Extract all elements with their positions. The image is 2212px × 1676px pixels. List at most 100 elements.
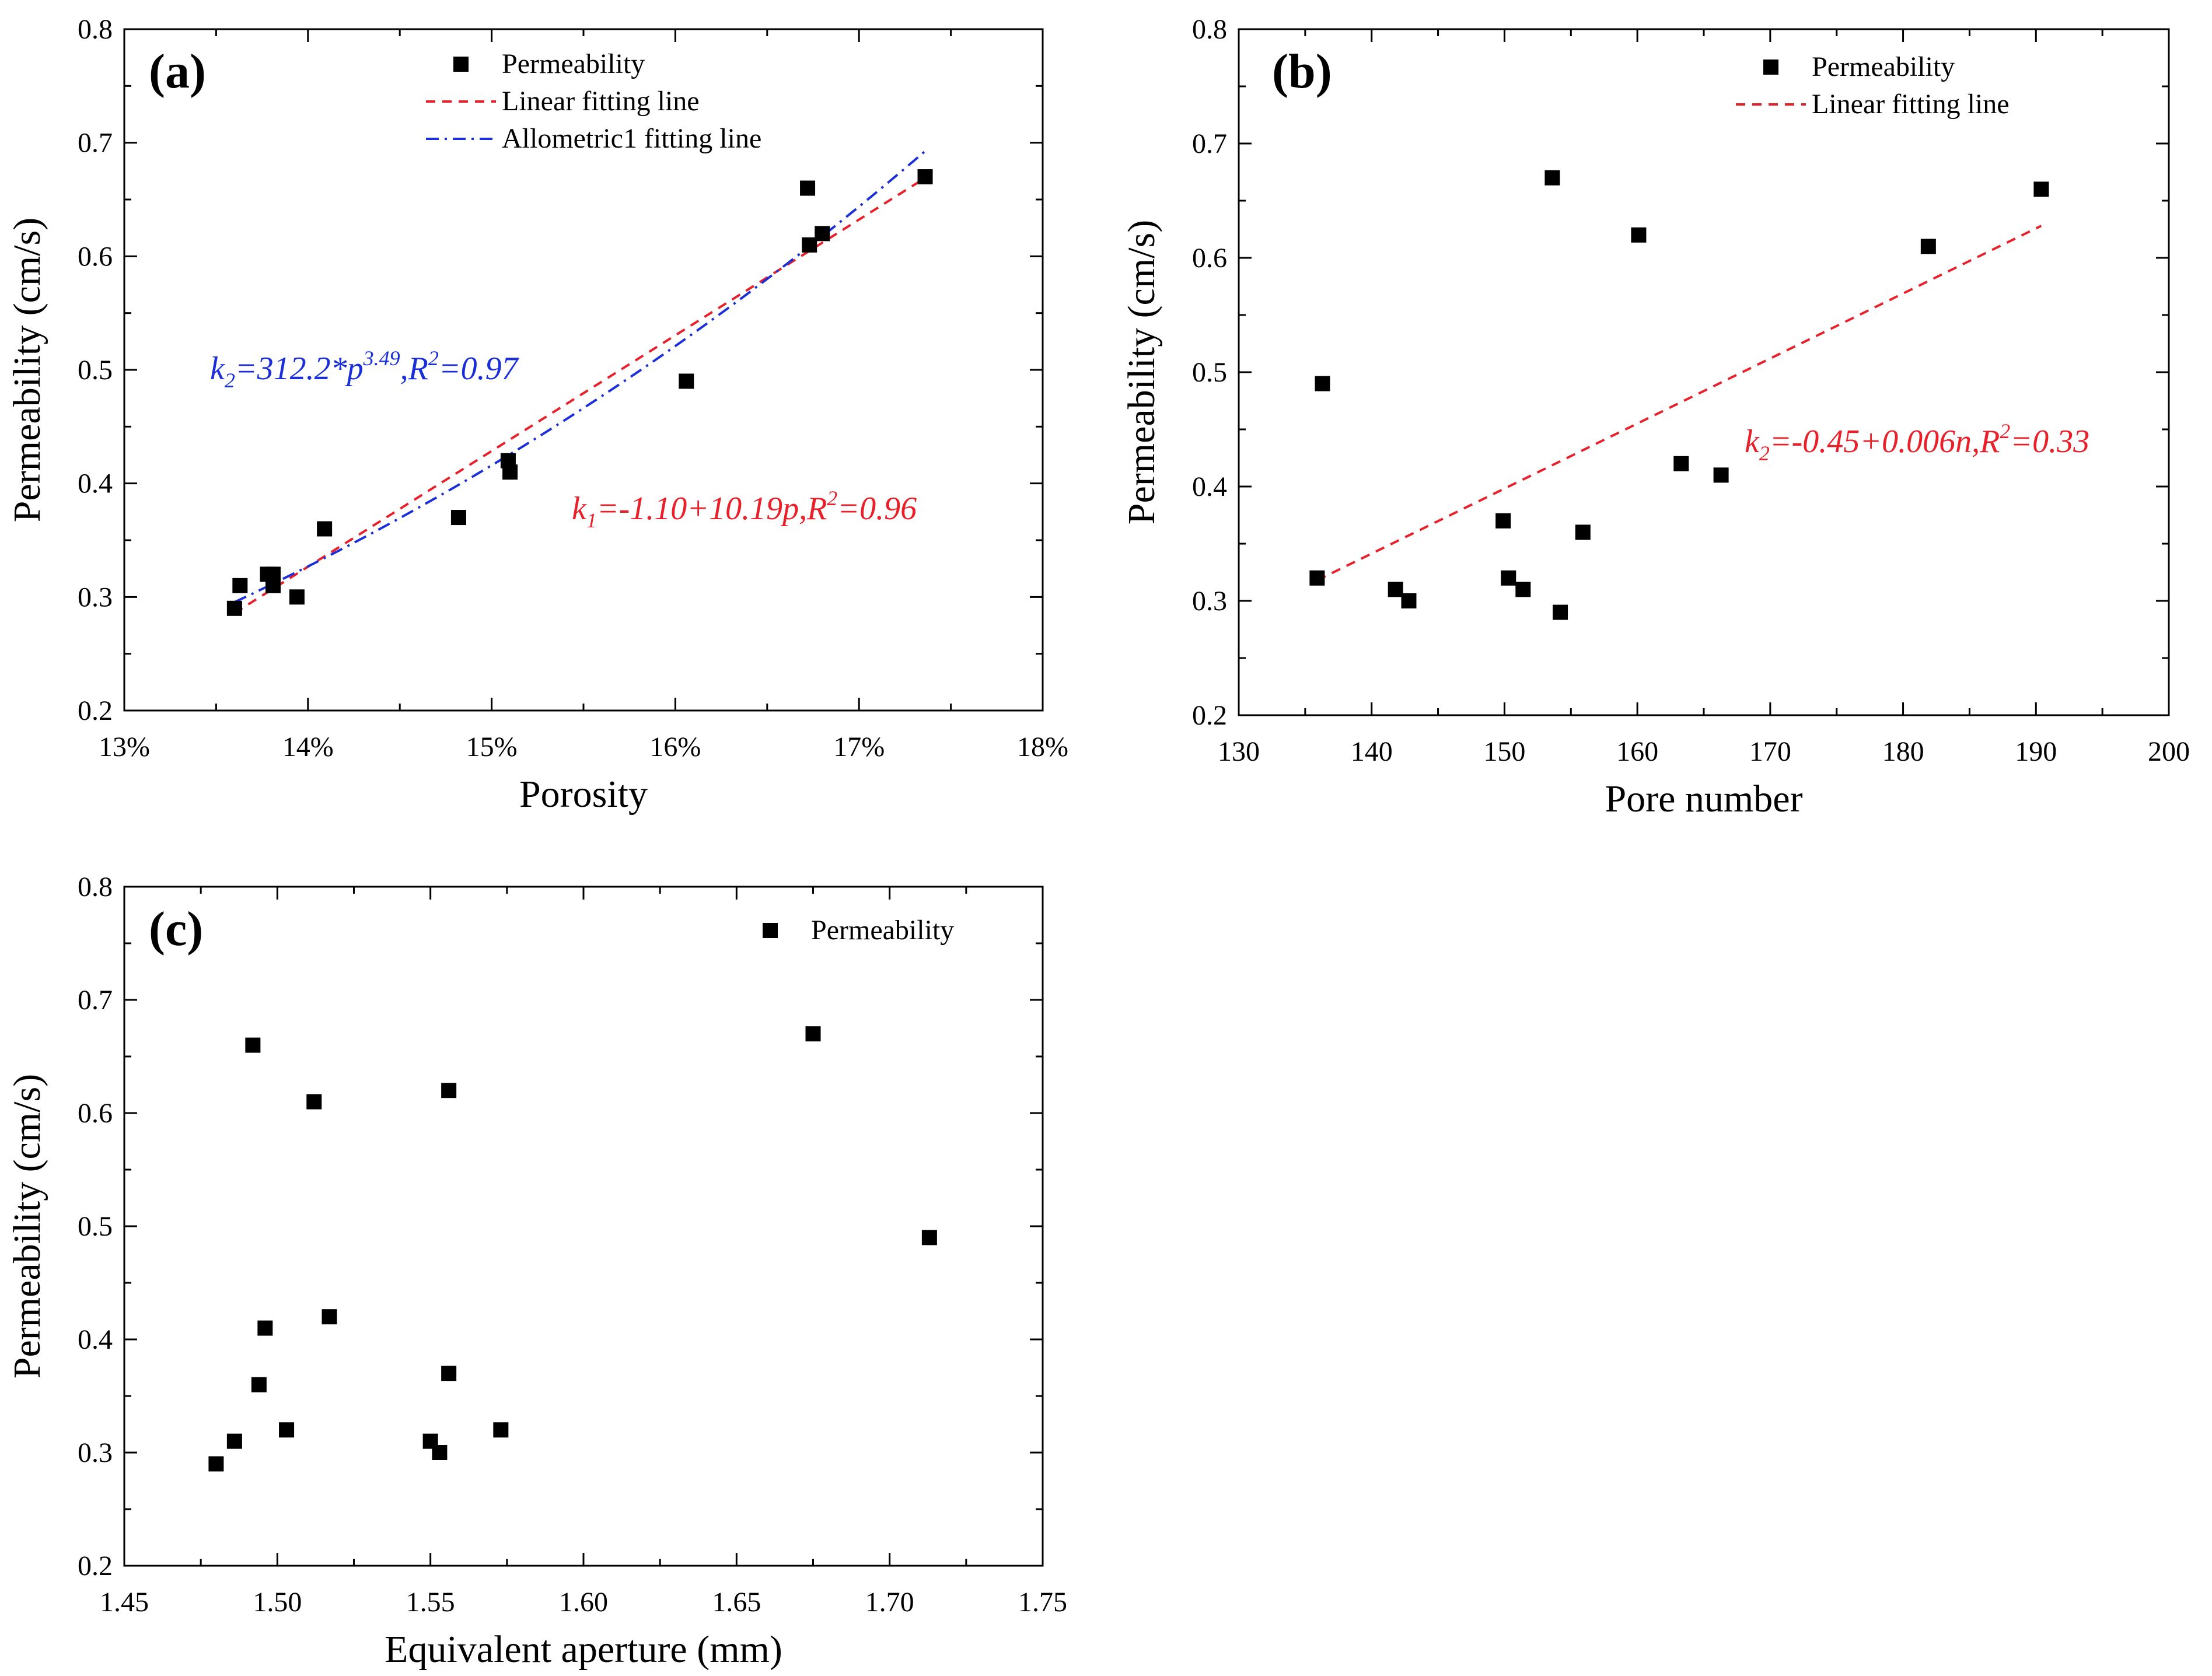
fit-equation: k2=-0.45+0.006n,R2=0.33 [1745,419,2089,465]
data-point [1553,604,1568,620]
data-point [815,226,830,242]
y-tick-label: 0.8 [78,872,113,902]
x-axis-label: Equivalent aperture (mm) [385,1628,782,1671]
data-point [1920,239,1936,254]
plot-frame [1238,28,2170,716]
fit-equation: k2=312.2*p3.49,R2=0.97 [210,347,519,392]
data-point [441,1366,457,1381]
legend-label: Linear fitting line [502,86,700,117]
data-point [226,600,242,616]
data-point [917,169,933,185]
legend-label: Allometric1 fitting line [502,123,761,154]
data-point [289,589,305,605]
y-tick-label: 0.7 [78,985,113,1016]
y-tick-label: 0.2 [1192,700,1227,731]
legend-marker-permeability [763,923,778,938]
data-point [322,1309,337,1325]
legend-label: Permeability [502,48,645,79]
x-tick-label: 1.75 [1018,1587,1067,1618]
y-tick-label: 0.8 [1192,14,1227,45]
y-axis-label: Permeability (cm/s) [6,218,48,522]
data-point [208,1456,224,1472]
data-point [493,1422,509,1438]
panel-label: (a) [149,44,206,99]
x-tick-label: 13% [99,732,150,762]
x-tick-label: 150 [1483,736,1525,767]
linear-fit-line [233,177,926,614]
x-tick-label: 14% [282,732,334,762]
fit-equation: k1=-1.10+10.19p,R2=0.96 [572,487,917,532]
x-tick-label: 17% [833,732,885,762]
legend-label: Linear fitting line [1812,89,2010,120]
y-tick-label: 0.3 [78,1437,113,1468]
x-tick-label: 18% [1017,732,1068,762]
data-point [1631,227,1647,243]
data-point [245,1037,261,1053]
data-point [232,578,248,593]
legend-label: Permeability [1812,51,1955,82]
panel-c-equivalent-aperture: 1.45 1.50 1.55 1.60 1.65 1.70 1.75 0.2 0.3 0.4 0.5… [6,872,1067,1671]
data-point [1309,570,1325,586]
data-point [432,1445,448,1460]
data-point [1544,170,1560,186]
legend-marker-permeability [1763,60,1778,75]
y-tick-label: 0.6 [1192,243,1227,274]
x-axis-label: Porosity [519,773,648,816]
x-tick-label: 1.65 [712,1587,761,1618]
data-point [502,464,518,480]
x-tick-label: 1.60 [559,1587,608,1618]
panel-b-pore-number: 130 140 150 160 170 180 190 200 0.2 0.3 0.4 0.5 0.6 0… [1120,14,2190,820]
x-tick-label: 190 [2015,736,2057,767]
data-point [1673,456,1689,471]
x-tick-label: 140 [1351,736,1393,767]
panel-label: (b) [1272,44,1332,99]
x-tick-label: 16% [649,732,701,762]
x-tick-label: 1.55 [406,1587,455,1618]
data-point [2033,181,2049,197]
x-tick-label: 170 [1749,736,1791,767]
data-point [265,578,281,593]
data-point [441,1083,457,1098]
data-point [1388,582,1403,597]
data-point [679,373,694,389]
y-tick-label: 0.3 [1192,586,1227,617]
legend-marker-permeability [453,57,469,72]
panel-label: (c) [149,902,203,956]
data-point [1401,593,1417,608]
y-axis-label: Permeability (cm/s) [1120,220,1163,524]
panel-a-porosity: 13% 14% 15% 16% 17% 18% 0.2 0.3 0.4 0.5 0.6 0.7 0.8 P… [6,14,1068,816]
data-point [226,1433,242,1449]
y-tick-label: 0.2 [78,695,113,726]
linear-fit-line [1316,225,2042,582]
y-tick-label: 0.6 [78,241,113,272]
data-point [802,237,817,253]
data-point [800,180,816,196]
x-tick-label: 160 [1616,736,1658,767]
y-axis-label: Permeability (cm/s) [6,1074,48,1378]
data-point [257,1320,273,1336]
data-point [1501,570,1516,586]
y-tick-label: 0.3 [78,582,113,613]
data-point [1315,376,1330,391]
x-tick-label: 15% [466,732,518,762]
y-tick-label: 0.4 [78,468,113,499]
y-tick-label: 0.7 [78,128,113,159]
y-tick-label: 0.6 [78,1098,113,1129]
y-tick-label: 0.5 [1192,357,1227,388]
x-tick-label: 1.45 [100,1587,149,1618]
data-point [805,1026,821,1042]
legend-label: Permeability [811,915,954,946]
y-tick-label: 0.4 [1192,471,1227,502]
y-tick-label: 0.7 [1192,128,1227,159]
y-tick-label: 0.8 [78,14,113,45]
y-tick-label: 0.4 [78,1324,113,1355]
x-axis-label: Pore number [1605,778,1802,820]
y-tick-label: 0.5 [78,1211,113,1242]
x-tick-label: 200 [2148,736,2190,767]
data-point [306,1094,322,1110]
data-point [279,1422,295,1438]
data-point [1495,513,1511,529]
data-point [921,1230,937,1245]
x-tick-label: 130 [1218,736,1260,767]
